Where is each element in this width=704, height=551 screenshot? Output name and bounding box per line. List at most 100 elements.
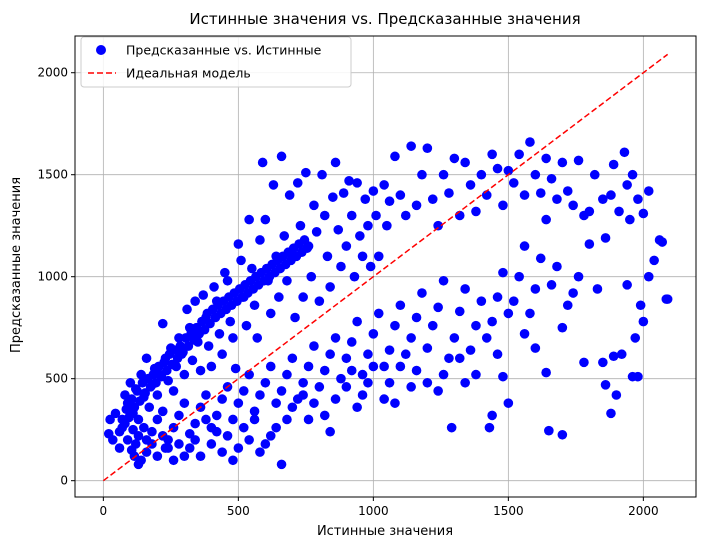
- scatter-point: [260, 214, 271, 225]
- scatter-point: [303, 361, 314, 372]
- scatter-point: [371, 210, 381, 221]
- scatter-point: [260, 439, 271, 449]
- scatter-point: [606, 190, 616, 200]
- scatter-point: [271, 422, 281, 433]
- scatter-points: [103, 137, 673, 470]
- scatter-point: [148, 369, 159, 380]
- scatter-point: [492, 349, 503, 360]
- scatter-point: [508, 178, 519, 188]
- scatter-point: [444, 353, 454, 364]
- scatter-point: [255, 390, 265, 400]
- scatter-point: [230, 363, 241, 374]
- scatter-point: [573, 271, 584, 282]
- scatter-point: [265, 361, 276, 372]
- scatter-point: [433, 220, 443, 231]
- scatter-point: [349, 271, 360, 282]
- scatter-point: [247, 263, 257, 274]
- scatter-point: [363, 220, 373, 231]
- scatter-point: [309, 341, 319, 351]
- scatter-point: [357, 390, 368, 400]
- scatter-point: [476, 296, 487, 306]
- scatter-point: [373, 308, 384, 319]
- scatter-point: [290, 312, 300, 323]
- legend-label-points: Предсказанные vs. Истинные: [126, 43, 322, 58]
- scatter-point: [302, 243, 313, 253]
- scatter-point: [352, 316, 362, 327]
- scatter-point: [446, 422, 457, 433]
- scatter-point: [141, 353, 152, 364]
- scatter-point: [390, 320, 400, 331]
- scatter-point: [133, 459, 144, 470]
- scatter-point: [541, 153, 551, 164]
- scatter-point: [460, 377, 470, 388]
- legend: Предсказанные vs. Истинные Идеальная мод…: [80, 36, 352, 88]
- scatter-point: [195, 365, 206, 376]
- scatter-point: [600, 233, 611, 243]
- scatter-point: [546, 280, 557, 290]
- scatter-point: [174, 410, 184, 421]
- scatter-point: [438, 369, 449, 380]
- scatter-point: [260, 377, 271, 388]
- scatter-point: [299, 235, 310, 245]
- scatter-point: [257, 157, 268, 168]
- scatter-point: [330, 394, 341, 404]
- scatter-point: [179, 451, 190, 462]
- scatter-point: [298, 390, 308, 400]
- scatter-point: [357, 369, 368, 380]
- scatter-point: [238, 422, 249, 433]
- scatter-point: [298, 377, 308, 388]
- legend-marker-points: [96, 45, 106, 55]
- scatter-point: [309, 398, 319, 408]
- scatter-point: [384, 345, 395, 355]
- scatter-point: [622, 280, 632, 290]
- scatter-point: [298, 292, 308, 302]
- scatter-point: [110, 408, 121, 419]
- scatter-point: [276, 459, 287, 470]
- scatter-point: [236, 255, 246, 266]
- scatter-point: [241, 320, 252, 331]
- scatter-point: [625, 214, 635, 225]
- scatter-point: [492, 292, 503, 302]
- scatter-point: [126, 394, 137, 404]
- scatter-point: [363, 377, 373, 388]
- scatter-point: [541, 214, 551, 225]
- scatter-point: [233, 443, 244, 453]
- scatter-point: [662, 294, 673, 304]
- scatter-point: [365, 261, 376, 272]
- scatter-point: [600, 380, 611, 390]
- scatter-point: [265, 431, 276, 441]
- plot-frame: [74, 35, 697, 498]
- scatter-point: [187, 355, 198, 366]
- scatter-point: [303, 414, 314, 425]
- scatter-point: [390, 398, 400, 408]
- scatter-point: [368, 361, 379, 372]
- scatter-point: [471, 206, 481, 217]
- scatter-point: [282, 414, 292, 425]
- scatter-point: [124, 412, 134, 423]
- scatter-point: [422, 143, 433, 153]
- scatter-point: [314, 296, 325, 306]
- scatter-point: [525, 137, 535, 147]
- scatter-point: [471, 369, 481, 380]
- scatter-point: [508, 296, 519, 306]
- scatter-point: [306, 271, 317, 282]
- scatter-point: [471, 320, 481, 331]
- y-tick-label: 1000: [37, 270, 68, 284]
- scatter-point: [406, 333, 416, 343]
- scatter-point: [147, 426, 157, 437]
- scatter-point: [525, 308, 535, 319]
- scatter-point: [368, 186, 379, 196]
- scatter-point: [129, 451, 140, 462]
- scatter-point: [657, 237, 668, 247]
- scatter-point: [417, 169, 427, 180]
- scatter-point: [484, 422, 495, 433]
- scatter-point: [379, 361, 389, 372]
- axis-ticks: 0 500 1000 1500 2000 0 500 1000 1500 2000: [37, 66, 658, 518]
- scatter-point: [611, 390, 622, 400]
- scatter-point: [214, 329, 225, 339]
- scatter-point: [211, 426, 222, 437]
- scatter-point: [108, 435, 118, 445]
- scatter-point: [608, 159, 619, 170]
- scatter-point: [422, 343, 433, 353]
- scatter-point: [325, 282, 335, 292]
